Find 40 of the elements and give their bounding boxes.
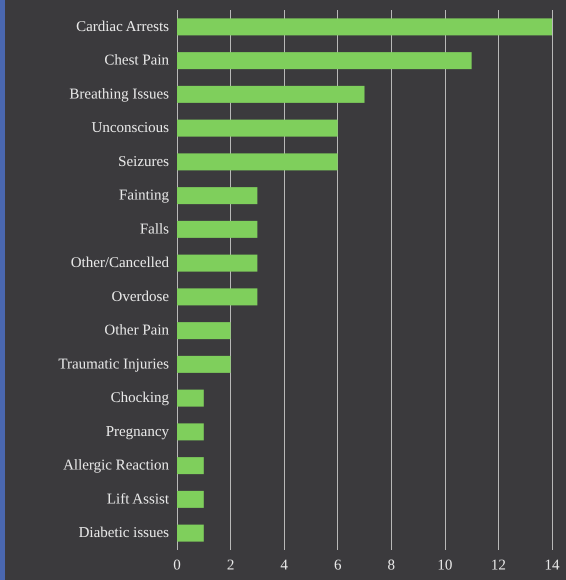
y-tick-label: Chest Pain (104, 52, 170, 69)
bar (177, 423, 204, 440)
y-tick-label: Allergic Reaction (63, 458, 170, 474)
bar (177, 288, 258, 306)
bar (177, 457, 204, 474)
y-tick-label: Falls (140, 221, 170, 238)
x-tick-label: 0 (173, 558, 181, 574)
x-tick-label: 10 (437, 558, 452, 574)
y-tick-label: Cardiac Arrests (76, 18, 170, 35)
x-tick-label: 4 (280, 558, 288, 574)
y-tick-label: Traumatic Injuries (58, 356, 170, 372)
y-tick-label: Other/Cancelled (70, 255, 170, 272)
y-tick-label: Lift Assist (106, 491, 170, 508)
bar (177, 524, 204, 542)
y-tick-label: Fainting (118, 188, 170, 204)
bar (177, 153, 338, 170)
y-tick-label: Diabetic issues (78, 525, 170, 542)
bar (177, 490, 204, 508)
bar (177, 390, 204, 407)
bar (177, 220, 258, 238)
bar (177, 120, 338, 137)
x-tick-label: 2 (226, 558, 234, 574)
y-tick-label: Seizures (118, 154, 170, 170)
bar (177, 18, 552, 36)
bar (177, 254, 258, 272)
y-tick-label: Overdose (112, 288, 170, 305)
x-tick-label: 8 (388, 558, 396, 574)
bar (177, 187, 258, 204)
x-tick-label: 12 (490, 558, 506, 574)
x-tick-label: 6 (334, 558, 342, 574)
bar (177, 322, 231, 340)
y-tick-label: Unconscious (92, 120, 170, 136)
bar (177, 52, 472, 70)
y-tick-label: Chocking (110, 390, 170, 406)
bar (177, 356, 231, 373)
y-tick-label: Pregnancy (106, 424, 170, 440)
x-tick-label: 14 (544, 558, 560, 574)
bar (177, 86, 364, 103)
y-tick-label: Breathing Issues (69, 86, 170, 102)
y-tick-label: Other Pain (104, 322, 170, 339)
